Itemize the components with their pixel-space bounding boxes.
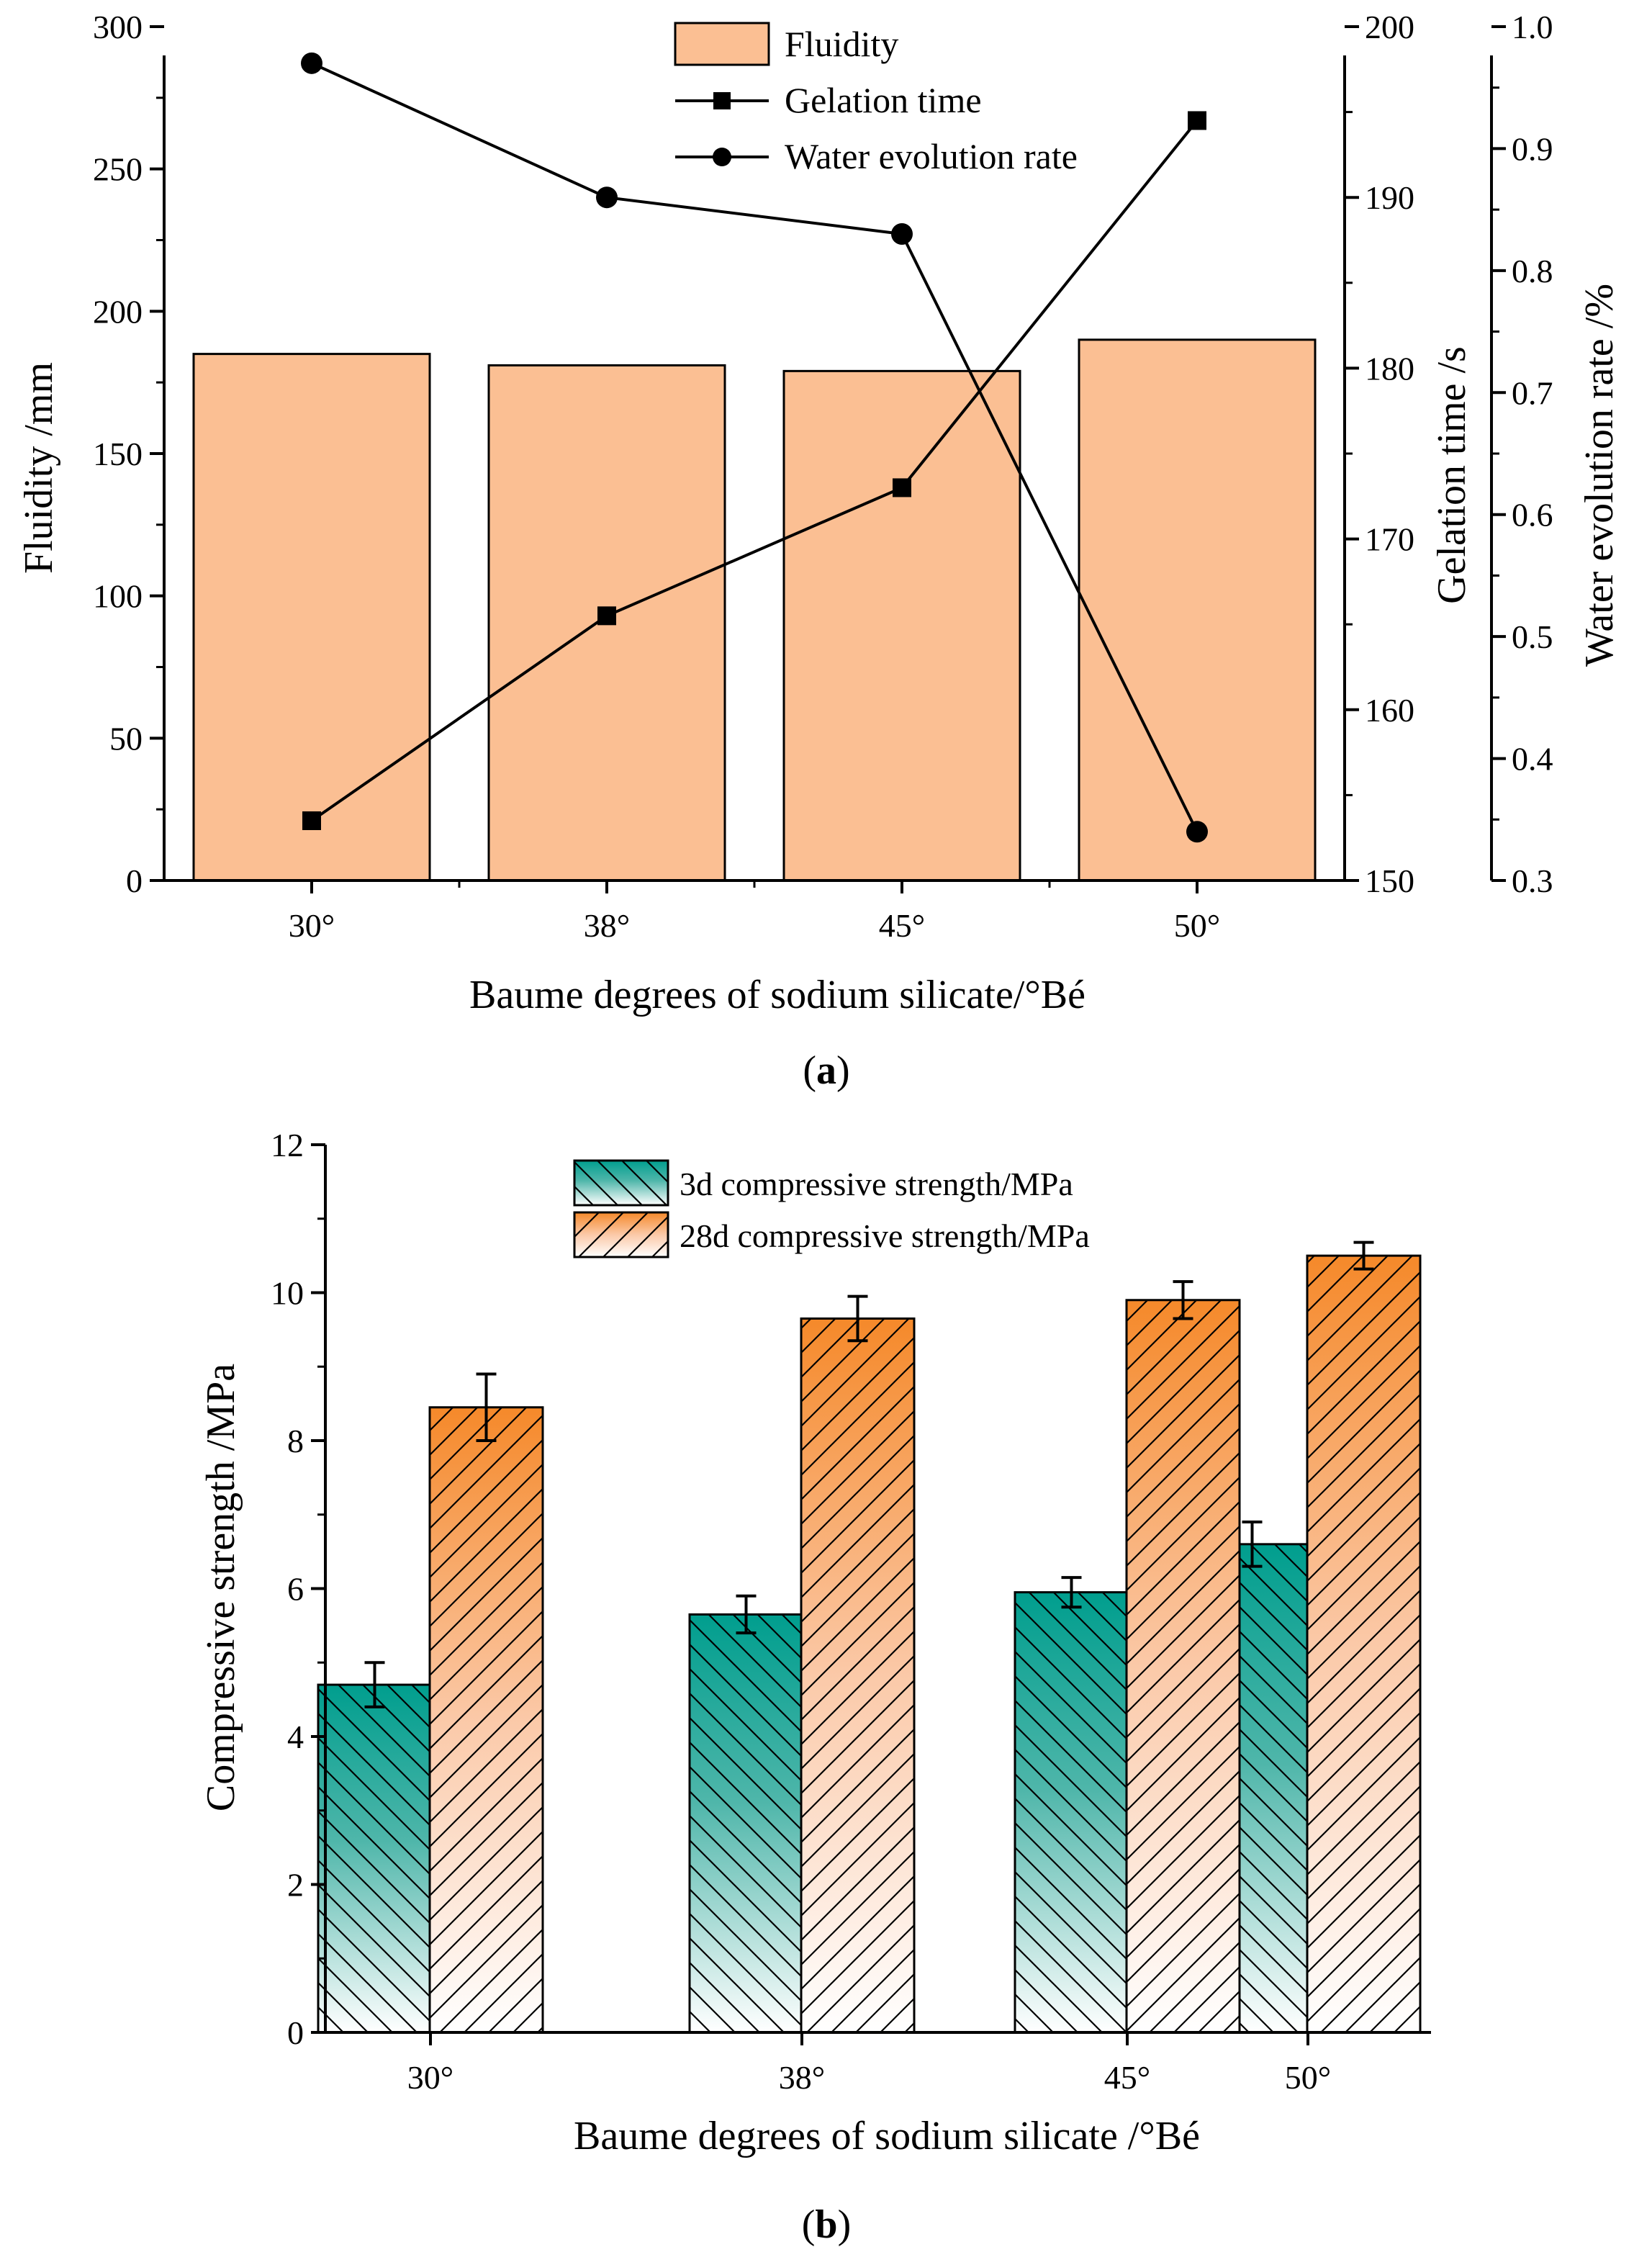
a-left-tick-150: 150	[93, 436, 143, 472]
fluidity-bars	[192, 338, 1317, 882]
gelation-point-30	[302, 811, 321, 830]
a-right1-tick-190: 190	[1365, 179, 1414, 216]
a-left-tick-100: 100	[93, 578, 143, 615]
a-left-axis-title: Fluidity /mm	[17, 362, 61, 574]
b-y-axis-title: Compressive strength /MPa	[199, 1364, 243, 1811]
b-x-tick-50: 50°	[1285, 2059, 1331, 2096]
a-x-tick-50: 50°	[1174, 907, 1220, 944]
fluidity-bar-30	[192, 353, 431, 882]
water-evolution-rate-line	[311, 62, 1199, 833]
a-right1-tick-160: 160	[1365, 692, 1414, 729]
legend-fluidity-label: Fluidity	[785, 24, 898, 64]
water-point-45	[891, 223, 913, 246]
a-right1-axis-title: Gelation time /s	[1430, 346, 1474, 604]
line-series	[301, 52, 1208, 843]
a-right2-tick-0-3: 0.3	[1512, 862, 1553, 899]
a-left-tick-300: 300	[93, 9, 143, 45]
bar-28d-hatch-30	[428, 1406, 544, 2034]
a-right2-tick-1-0: 1.0	[1512, 9, 1553, 45]
b-y-tick-0: 0	[287, 2014, 304, 2051]
a-left-tick-250: 250	[93, 151, 143, 188]
water-point-50	[1186, 821, 1208, 843]
error-bars	[364, 1240, 1374, 1708]
b-y-tick-2: 2	[287, 1867, 304, 1904]
a-right1-tick-150: 150	[1365, 862, 1414, 899]
a-x-axis-title: Baume degrees of sodium silicate/°Bé	[469, 973, 1085, 1017]
legend-3d-hatch	[574, 1161, 668, 1205]
a-left-tick-labels: 0 50 100 150 200 250 300	[93, 9, 164, 899]
panel-a-label: (a)	[803, 1048, 849, 1093]
bar-28d-hatch-50	[1306, 1254, 1422, 2034]
panel-b-label: (b)	[802, 2202, 851, 2247]
water-point-30	[301, 52, 322, 74]
a-right2-tick-labels: 0.3 0.4 0.5 0.6 0.7 0.8 0.9 1.0	[1491, 9, 1553, 899]
a-legend: Fluidity Gelation time Water evolution r…	[674, 22, 1078, 176]
b-x-tick-30: 30°	[407, 2059, 453, 2096]
a-left-tick-50: 50	[109, 720, 143, 757]
a-x-tick-38: 38°	[584, 907, 630, 944]
gelation-time-line	[310, 120, 1199, 822]
a-right2-tick-0-4: 0.4	[1512, 741, 1553, 778]
bar-3d-hatch-30	[317, 1683, 433, 2034]
fluidity-bar-45	[782, 369, 1021, 882]
legend-28d-hatch	[574, 1212, 668, 1257]
b-y-tick-10: 10	[271, 1275, 304, 1312]
b-x-tick-45: 45°	[1104, 2059, 1150, 2096]
a-right1-tick-170: 170	[1365, 521, 1414, 558]
b-legend: 3d compressive strength/MPa 28d compress…	[573, 1159, 1090, 1258]
a-right2-tick-0-7: 0.7	[1512, 374, 1553, 411]
a-right2-tick-0-5: 0.5	[1512, 618, 1553, 655]
legend-3d-label: 3d compressive strength/MPa	[680, 1166, 1073, 1202]
legend-gelation-marker	[713, 92, 731, 109]
water-point-38	[596, 186, 618, 209]
panel-b-chart: 0 2 4 6 8 10 12 30° 38° 45° 50° Compressive stren…	[199, 1127, 1431, 2247]
bar-3d-hatch-38	[688, 1613, 804, 2034]
b-x-tick-labels: 30° 38° 45° 50°	[407, 2032, 1331, 2096]
a-x-tick-45: 45°	[879, 907, 925, 944]
bar-3d-hatch-45	[1014, 1591, 1129, 2034]
legend-gelation-label: Gelation time	[785, 80, 982, 120]
b-y-tick-labels: 0 2 4 6 8 10 12	[271, 1127, 325, 2051]
a-right1-tick-labels: 150 160 170 180 190 200	[1345, 9, 1414, 899]
a-right1-tick-180: 180	[1365, 350, 1414, 387]
b-x-axis-title: Baume degrees of sodium silicate /°Bé	[574, 2114, 1200, 2158]
b-y-tick-8: 8	[287, 1423, 304, 1459]
a-x-tick-labels: 30° 38° 45° 50°	[289, 880, 1220, 944]
gelation-point-50	[1188, 111, 1206, 130]
a-left-tick-200: 200	[93, 293, 143, 330]
a-right2-tick-0-9: 0.9	[1512, 130, 1553, 167]
b-y-tick-6: 6	[287, 1571, 304, 1608]
legend-fluidity-swatch	[674, 22, 770, 66]
a-right1-tick-200: 200	[1365, 9, 1414, 45]
b-x-tick-38: 38°	[779, 2059, 825, 2096]
compressive-strength-bars	[317, 1254, 1422, 2034]
bar-28d-hatch-38	[800, 1317, 916, 2034]
a-x-tick-30: 30°	[289, 907, 335, 944]
legend-water-marker	[713, 148, 731, 166]
gelation-point-45	[893, 478, 911, 497]
a-left-tick-0: 0	[126, 862, 143, 899]
legend-water-label: Water evolution rate	[785, 136, 1078, 176]
b-y-tick-4: 4	[287, 1719, 304, 1755]
a-right2-tick-0-8: 0.8	[1512, 253, 1553, 289]
fluidity-bar-50	[1078, 338, 1317, 882]
b-y-tick-12: 12	[271, 1127, 304, 1163]
gelation-point-38	[597, 606, 616, 626]
bar-28d-hatch-45	[1125, 1299, 1241, 2034]
panel-a-chart: 0 50 100 150 200 250 300 150 160 170 180 190 200 0.…	[17, 9, 1622, 1093]
a-right2-axis-title: Water evolution rate /%	[1577, 284, 1622, 667]
a-right2-tick-0-6: 0.6	[1512, 497, 1553, 533]
legend-28d-label: 28d compressive strength/MPa	[680, 1217, 1090, 1254]
